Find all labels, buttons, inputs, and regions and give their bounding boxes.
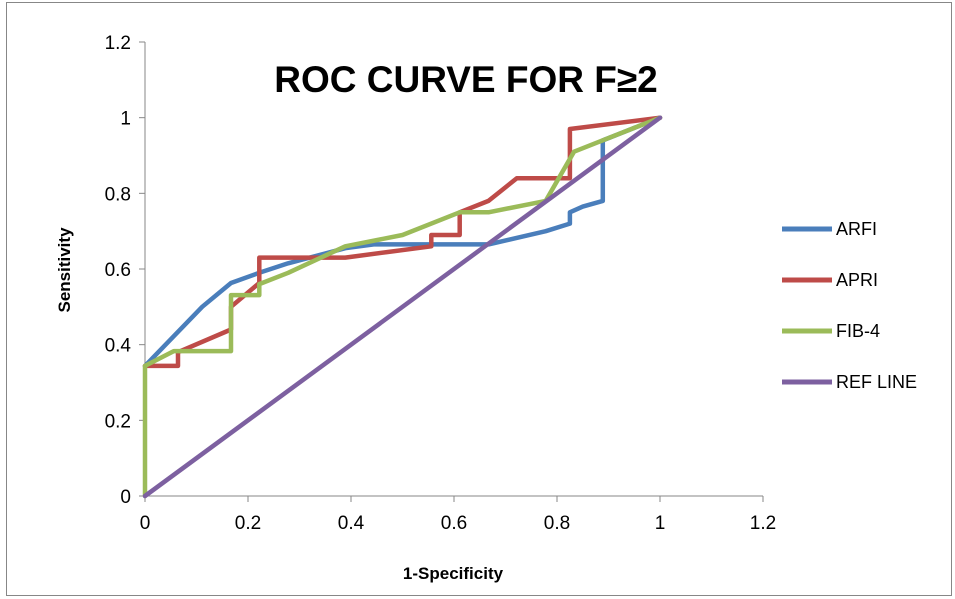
y-tick-label: 0.4 bbox=[105, 336, 132, 357]
x-tick-label: 1.2 bbox=[750, 513, 776, 534]
y-tick-label: 0.2 bbox=[105, 411, 131, 432]
legend-label-arfi: ARFI bbox=[836, 219, 877, 239]
x-axis-title: 1-Specificity bbox=[403, 564, 504, 583]
legend-label-fib-4: FIB-4 bbox=[836, 321, 880, 341]
x-tick-label: 0 bbox=[140, 513, 151, 534]
x-tick-label: 0.6 bbox=[441, 513, 467, 534]
y-axis-title: Sensitivity bbox=[55, 227, 74, 313]
series-line-fib-4 bbox=[142, 115, 663, 499]
series-line-apri bbox=[142, 115, 663, 369]
series-line-ref-line bbox=[142, 115, 663, 499]
x-tick-label: 0.2 bbox=[235, 513, 261, 534]
series-lines bbox=[142, 115, 663, 499]
y-tick-label: 1.2 bbox=[105, 33, 131, 54]
x-tick-label: 0.8 bbox=[544, 513, 570, 534]
tick-labels: 0 0.2 0.4 0.6 0.8 1 1.2 0 0.2 0.4 0.6 0.8 1 1.2 bbox=[105, 33, 777, 534]
y-tick-label: 0.6 bbox=[105, 260, 131, 281]
legend-label-apri: APRI bbox=[836, 270, 878, 290]
legend-label-ref-line: REF LINE bbox=[836, 372, 917, 392]
series-line-arfi bbox=[142, 115, 663, 369]
y-tick-label: 0 bbox=[120, 487, 131, 508]
y-tick-label: 0.8 bbox=[105, 184, 131, 205]
y-tick-label: 1 bbox=[120, 109, 131, 130]
x-tick-label: 1 bbox=[655, 513, 666, 534]
chart-title: ROC CURVE FOR F≥2 bbox=[274, 59, 658, 100]
chart-area bbox=[6, 2, 952, 596]
legend: ARFI APRI FIB-4 REF LINE bbox=[782, 219, 917, 392]
x-tick-label: 0.4 bbox=[338, 513, 365, 534]
